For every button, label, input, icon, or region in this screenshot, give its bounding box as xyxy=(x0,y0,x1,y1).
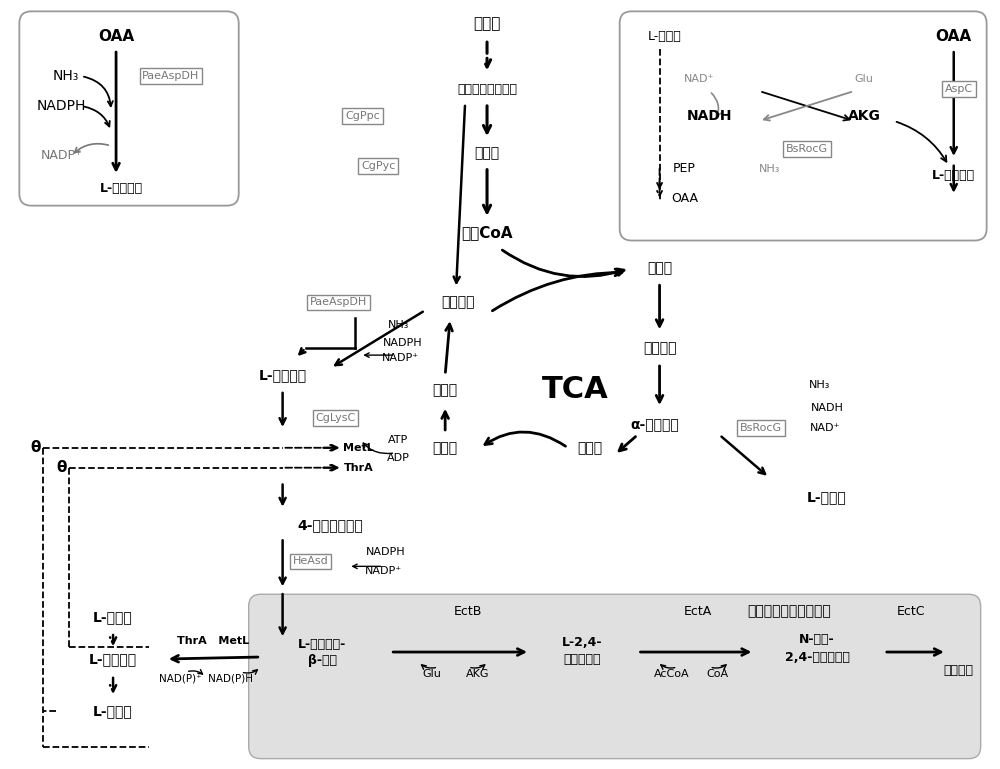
Text: θ: θ xyxy=(30,441,40,455)
Text: NAD⁺: NAD⁺ xyxy=(684,74,715,84)
FancyBboxPatch shape xyxy=(249,594,981,759)
Text: PaeAspDH: PaeAspDH xyxy=(310,298,367,308)
Text: AKG: AKG xyxy=(848,109,880,123)
Text: NADP⁺: NADP⁺ xyxy=(365,566,402,576)
Text: α-酮戊二酸: α-酮戊二酸 xyxy=(630,418,679,432)
Text: NADH: NADH xyxy=(687,109,732,123)
Text: CgLysC: CgLysC xyxy=(315,413,356,423)
Text: Glu: Glu xyxy=(423,669,442,679)
Text: AKG: AKG xyxy=(466,669,490,679)
Text: ThrA: ThrA xyxy=(344,463,373,473)
Text: NH₃: NH₃ xyxy=(808,380,830,390)
Text: NADH: NADH xyxy=(811,403,844,413)
Text: NADP⁺: NADP⁺ xyxy=(382,353,419,363)
Text: AspC: AspC xyxy=(945,84,973,94)
Text: 四氢嘧啶: 四氢嘧啶 xyxy=(944,664,974,677)
Text: ThrA   MetL: ThrA MetL xyxy=(177,636,249,646)
Text: L-蛋氨酸: L-蛋氨酸 xyxy=(93,610,133,624)
Text: PaeAspDH: PaeAspDH xyxy=(142,71,200,81)
Text: EctA: EctA xyxy=(683,604,712,618)
Text: HeAsd: HeAsd xyxy=(293,556,328,566)
Text: CgPpc: CgPpc xyxy=(345,111,380,121)
Text: NAD(P)⁺  NAD(P)H: NAD(P)⁺ NAD(P)H xyxy=(159,674,253,684)
Text: 4-磷酸天冬氨酸: 4-磷酸天冬氨酸 xyxy=(298,518,363,532)
Text: Glu: Glu xyxy=(855,74,873,84)
Text: BsRocG: BsRocG xyxy=(740,423,782,433)
Text: L-谷氨酸: L-谷氨酸 xyxy=(807,491,847,504)
Text: ATP: ATP xyxy=(388,434,408,444)
Text: L-2,4-: L-2,4- xyxy=(562,635,602,648)
Text: CoA: CoA xyxy=(706,669,728,679)
Text: L-天冬氨酸: L-天冬氨酸 xyxy=(932,169,975,182)
Text: L-天冬氨酸: L-天冬氨酸 xyxy=(259,368,307,382)
Text: L-天冬氨酸-: L-天冬氨酸- xyxy=(298,638,347,651)
Text: NH₃: NH₃ xyxy=(759,164,780,174)
Text: NADPH: NADPH xyxy=(37,99,86,113)
Text: L-苏氨酸: L-苏氨酸 xyxy=(93,704,133,717)
Text: NAD⁺: NAD⁺ xyxy=(810,423,840,433)
Text: 异柠檬酸: 异柠檬酸 xyxy=(643,341,676,355)
Text: 四氢嘧啶生物合成途径: 四氢嘧啶生物合成途径 xyxy=(747,604,831,618)
Text: PEP: PEP xyxy=(673,162,696,175)
Text: 磷酸烯醇式丙酮酸: 磷酸烯醇式丙酮酸 xyxy=(457,82,517,95)
Text: NH₃: NH₃ xyxy=(388,320,409,330)
Text: N-乙酰-: N-乙酰- xyxy=(799,633,835,646)
Text: AcCoA: AcCoA xyxy=(654,669,689,679)
Text: MetL: MetL xyxy=(343,443,374,453)
FancyBboxPatch shape xyxy=(620,12,987,241)
Text: L-高丝氨酸: L-高丝氨酸 xyxy=(89,652,137,666)
Text: NADPH: NADPH xyxy=(382,338,422,348)
Text: ADP: ADP xyxy=(387,453,410,463)
Text: OAA: OAA xyxy=(936,28,972,44)
Text: θ: θ xyxy=(56,460,66,475)
Text: β-半醛: β-半醛 xyxy=(308,654,337,667)
Text: NH₃: NH₃ xyxy=(53,69,79,83)
Text: NADPH: NADPH xyxy=(366,548,405,558)
Text: OAA: OAA xyxy=(98,28,134,44)
Text: 丙酮酸: 丙酮酸 xyxy=(474,146,500,160)
Text: NADP⁺: NADP⁺ xyxy=(40,149,82,162)
Text: 葡萄糖: 葡萄糖 xyxy=(473,16,501,31)
Text: EctB: EctB xyxy=(454,604,482,618)
Text: EctC: EctC xyxy=(897,604,925,618)
Text: 富马酸: 富马酸 xyxy=(433,441,458,454)
Text: L-天冬氨酸: L-天冬氨酸 xyxy=(99,182,143,195)
Text: 柠檬酸: 柠檬酸 xyxy=(647,261,672,275)
Text: 二氨基丁酸: 二氨基丁酸 xyxy=(563,653,601,665)
Text: TCA: TCA xyxy=(541,375,608,404)
Text: 2,4-二氨基丁酸: 2,4-二氨基丁酸 xyxy=(785,651,850,664)
Text: 琥珀酸: 琥珀酸 xyxy=(577,441,602,454)
Text: 苹果酸: 苹果酸 xyxy=(433,383,458,397)
Text: OAA: OAA xyxy=(671,192,698,205)
Text: CgPyc: CgPyc xyxy=(361,161,396,171)
Text: 乙酰CoA: 乙酰CoA xyxy=(461,225,513,240)
FancyBboxPatch shape xyxy=(19,12,239,205)
Text: 草酰乙酸: 草酰乙酸 xyxy=(441,295,475,309)
Text: BsRocG: BsRocG xyxy=(786,144,828,154)
Text: L-谷氨酸: L-谷氨酸 xyxy=(648,30,681,43)
